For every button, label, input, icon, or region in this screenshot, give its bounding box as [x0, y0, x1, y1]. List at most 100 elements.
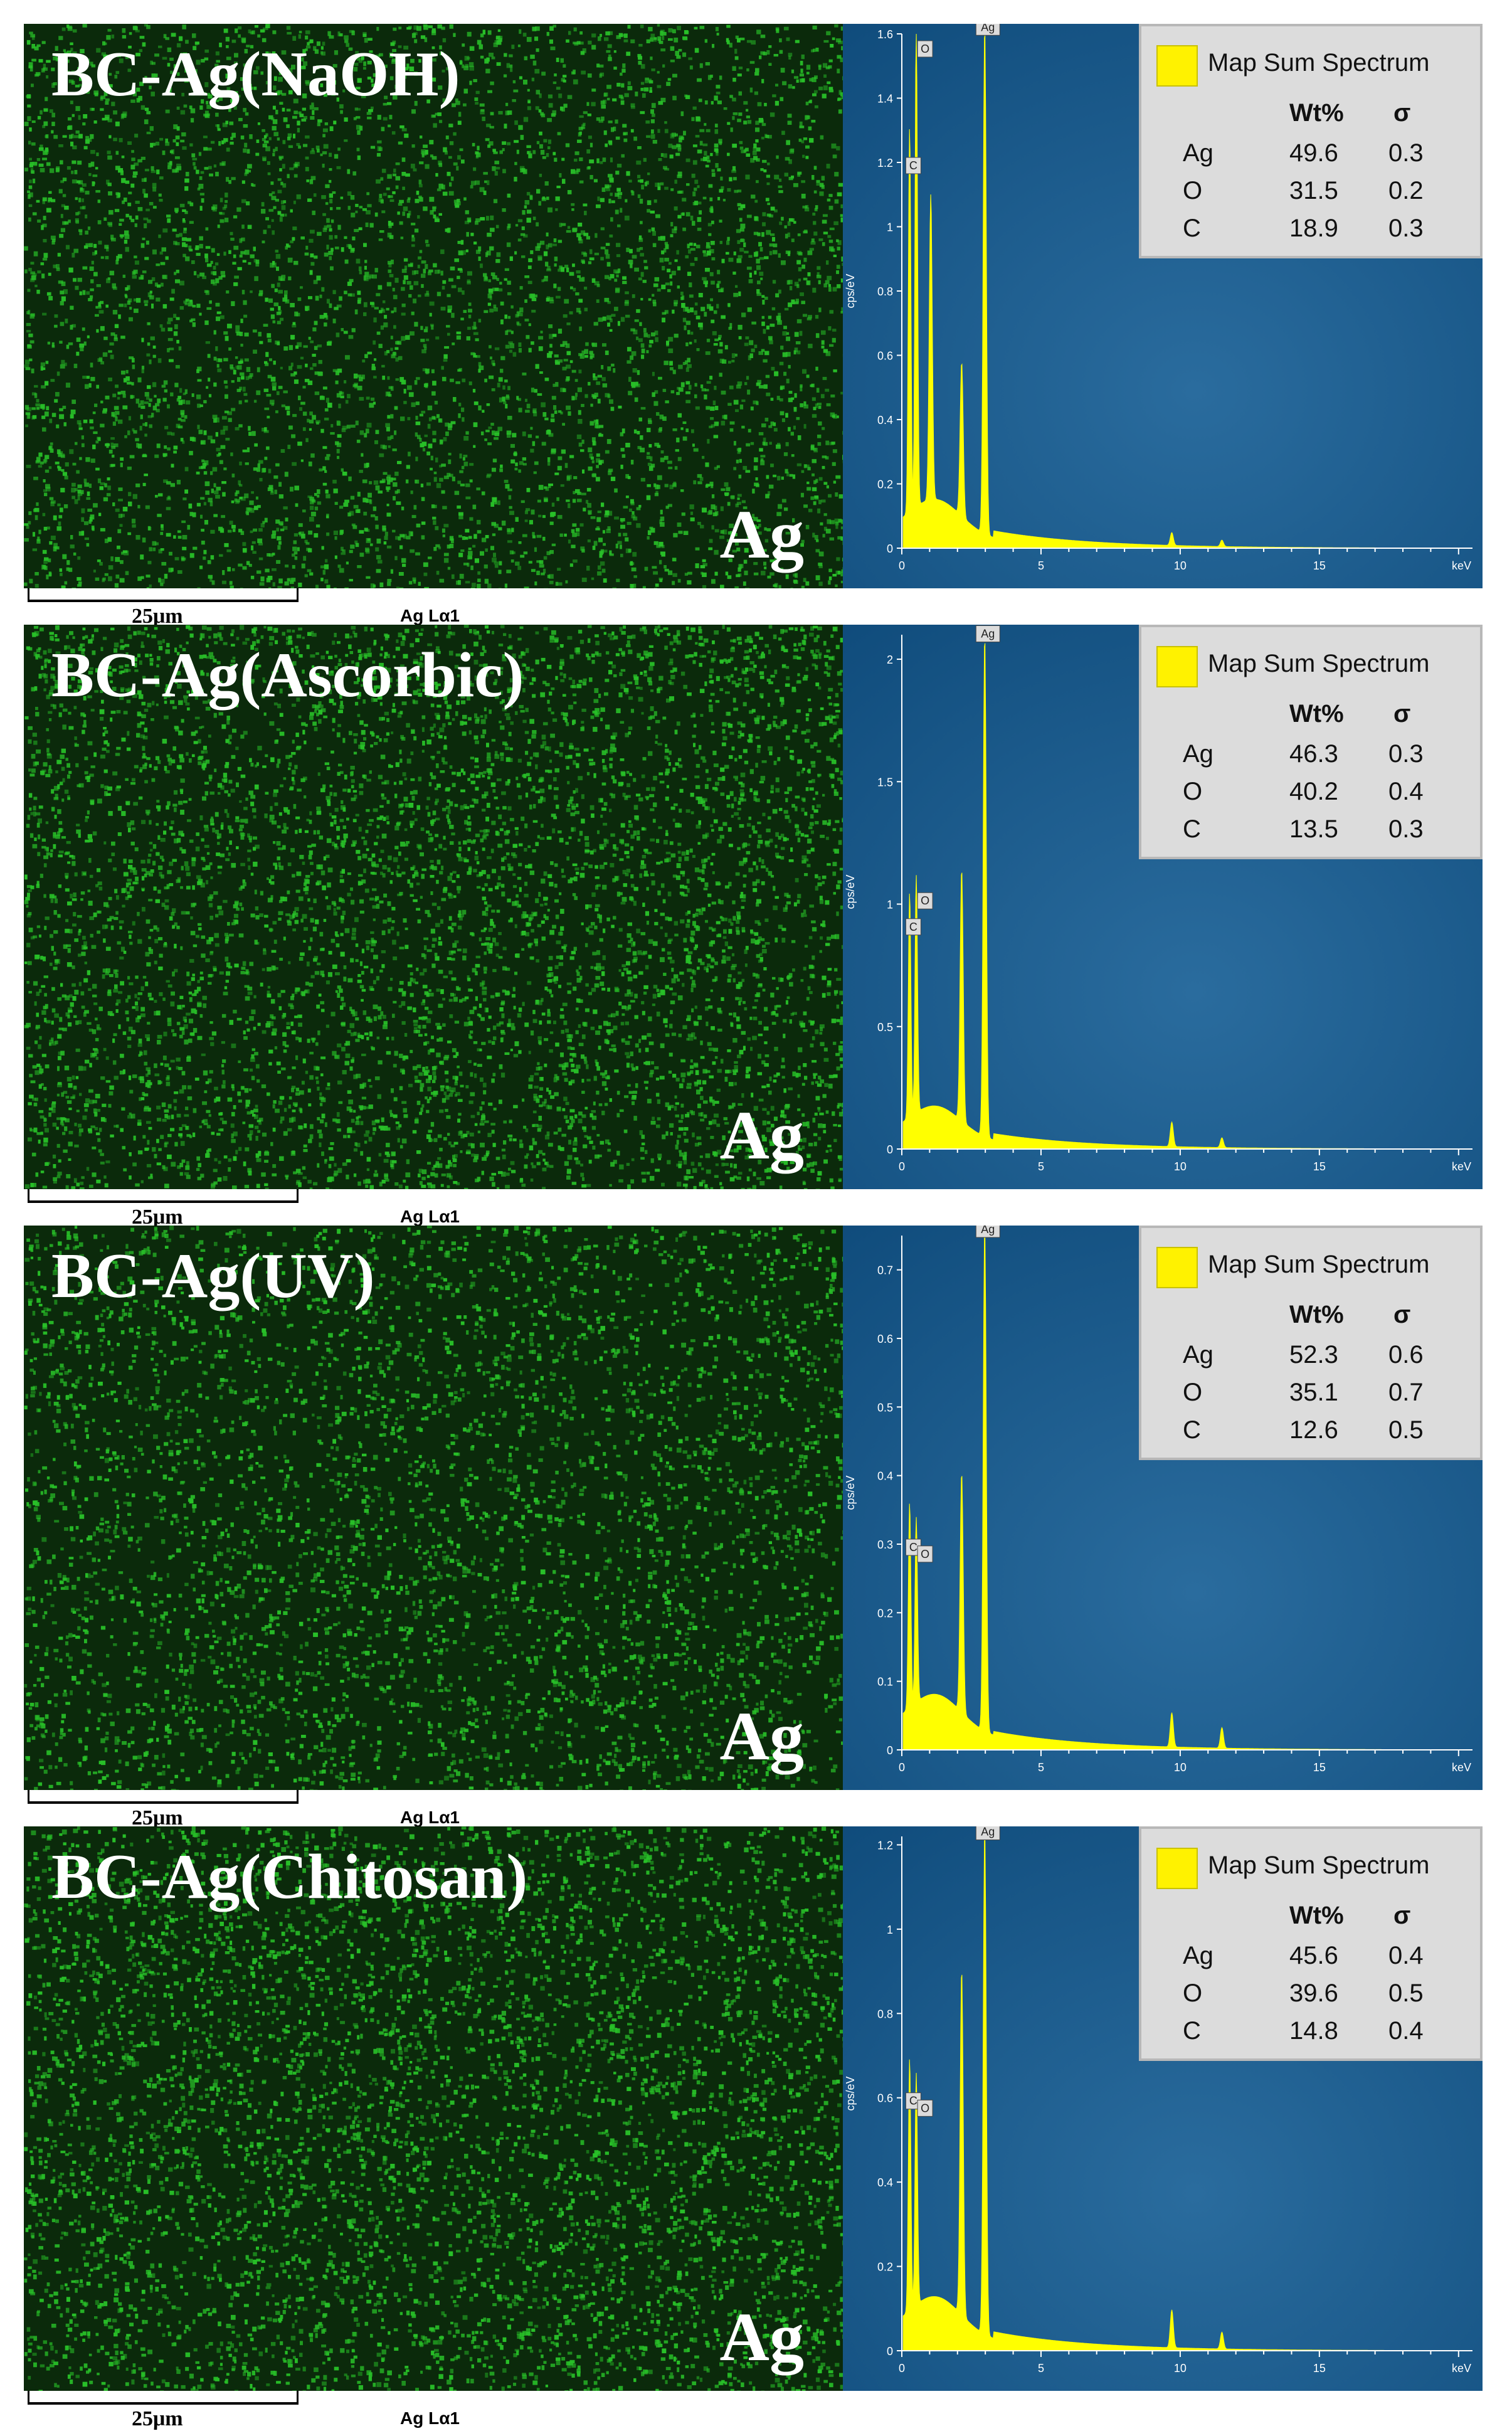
row-wt: 14.8 [1289, 2017, 1338, 2045]
y-tick-label: 1.2 [877, 1839, 893, 1851]
row-element: Ag [1183, 1942, 1213, 1970]
y-tick-label: 0.2 [877, 1607, 893, 1619]
legend-swatch [1156, 1848, 1198, 1889]
header-sigma: σ [1393, 99, 1410, 127]
map-title: BC-Ag(Ascorbic) [51, 638, 524, 712]
x-tick-label: 15 [1313, 1761, 1326, 1774]
peak-label: O [921, 1548, 929, 1560]
y-tick-label: 0.4 [877, 414, 893, 426]
header-wt: Wt% [1289, 99, 1344, 127]
y-tick-label: 0 [887, 1143, 893, 1156]
peak-label: C [909, 2095, 917, 2107]
legend-box: Map Sum Spectrum Wt% σ Ag 49.6 0.3 O 31.… [1139, 24, 1483, 258]
line-label: Ag Lα1 [400, 2408, 460, 2428]
peak-label: O [921, 43, 929, 55]
y-tick-label: 1 [887, 221, 893, 234]
row-element: O [1183, 1379, 1202, 1407]
row-wt: 46.3 [1289, 740, 1338, 768]
x-tick-label: 0 [899, 1761, 905, 1774]
peak-label: C [909, 159, 917, 172]
row-element: O [1183, 177, 1202, 205]
row-sigma: 0.4 [1388, 778, 1424, 806]
y-tick-label: 0.5 [877, 1401, 893, 1414]
row-wt: 45.6 [1289, 1942, 1338, 1970]
row-element: C [1183, 1416, 1201, 1444]
legend-box: Map Sum Spectrum Wt% σ Ag 52.3 0.6 O 35.… [1139, 1226, 1483, 1460]
y-tick-label: 0.1 [877, 1676, 893, 1688]
row-wt: 39.6 [1289, 1979, 1338, 2008]
x-tick-label: 5 [1038, 1160, 1044, 1173]
y-tick-label: 1 [887, 1924, 893, 1936]
row-wt: 49.6 [1289, 139, 1338, 167]
peak-label: Ag [981, 24, 995, 33]
y-tick-label: 1.6 [877, 28, 893, 41]
row-element: O [1183, 1979, 1202, 2008]
scale-bar [28, 1790, 299, 1804]
x-tick-label: 10 [1174, 1761, 1187, 1774]
x-tick-label: 0 [899, 1160, 905, 1173]
y-tick-label: 2 [887, 654, 893, 666]
y-axis-label: cps/eV [844, 273, 857, 308]
row-element: C [1183, 2017, 1201, 2045]
row-sigma: 0.3 [1388, 139, 1424, 167]
legend-box: Map Sum Spectrum Wt% σ Ag 46.3 0.3 O 40.… [1139, 625, 1483, 859]
y-axis-label: cps/eV [844, 2076, 857, 2111]
map-element-label: Ag [720, 2297, 804, 2377]
map-element-label: Ag [720, 1697, 804, 1776]
y-tick-label: 0 [887, 2345, 893, 2358]
legend-title: Map Sum Spectrum [1208, 49, 1429, 77]
peak-label: Ag [981, 1826, 995, 1838]
x-tick-label: 15 [1313, 559, 1326, 572]
x-tick-label: 15 [1313, 1160, 1326, 1173]
map-element-label: Ag [720, 1096, 804, 1175]
y-tick-label: 0.5 [877, 1021, 893, 1034]
header-sigma: σ [1393, 700, 1410, 728]
y-tick-label: 0.6 [877, 1333, 893, 1345]
x-tick-label: 10 [1174, 1160, 1187, 1173]
x-tick-label: 15 [1313, 2362, 1326, 2375]
y-axis-label: cps/eV [844, 874, 857, 909]
peak-label: O [921, 894, 929, 907]
ag-element-map: BC-Ag(UV) Ag [24, 1226, 843, 1790]
map-title: BC-Ag(NaOH) [51, 38, 460, 111]
x-tick-label: 10 [1174, 2362, 1187, 2375]
peak-label: Ag [981, 1226, 995, 1236]
peak-label: O [921, 2102, 929, 2114]
row-wt: 31.5 [1289, 177, 1338, 205]
y-tick-label: 0.8 [877, 2008, 893, 2020]
row-sigma: 0.3 [1388, 815, 1424, 844]
row-wt: 18.9 [1289, 214, 1338, 243]
header-wt: Wt% [1289, 1902, 1344, 1930]
peak-label: C [909, 1541, 917, 1554]
y-tick-label: 0 [887, 543, 893, 555]
y-tick-label: 0.6 [877, 2092, 893, 2105]
legend-box: Map Sum Spectrum Wt% σ Ag 45.6 0.4 O 39.… [1139, 1826, 1483, 2061]
y-tick-label: 1.5 [877, 776, 893, 788]
legend-swatch [1156, 45, 1198, 87]
row-sigma: 0.2 [1388, 177, 1424, 205]
row-wt: 40.2 [1289, 778, 1338, 806]
row-element: Ag [1183, 1341, 1213, 1369]
y-tick-label: 0.2 [877, 2261, 893, 2274]
y-axis-label: cps/eV [844, 1475, 857, 1510]
scale-bar [28, 2391, 299, 2405]
x-tick-label: 0 [899, 2362, 905, 2375]
row-sigma: 0.4 [1388, 2017, 1424, 2045]
header-wt: Wt% [1289, 700, 1344, 728]
x-tick-label: 10 [1174, 559, 1187, 572]
legend-title: Map Sum Spectrum [1208, 1251, 1429, 1279]
header-sigma: σ [1393, 1301, 1410, 1329]
line-label: Ag Lα1 [400, 1808, 460, 1828]
row-element: O [1183, 778, 1202, 806]
peak-label: Ag [981, 628, 995, 640]
row-wt: 52.3 [1289, 1341, 1338, 1369]
x-axis-unit: keV [1452, 1761, 1471, 1774]
x-axis-unit: keV [1452, 559, 1471, 572]
row-sigma: 0.7 [1388, 1379, 1424, 1407]
y-tick-label: 0.8 [877, 285, 893, 298]
row-sigma: 0.5 [1388, 1979, 1424, 2008]
x-axis-unit: keV [1452, 1160, 1471, 1173]
